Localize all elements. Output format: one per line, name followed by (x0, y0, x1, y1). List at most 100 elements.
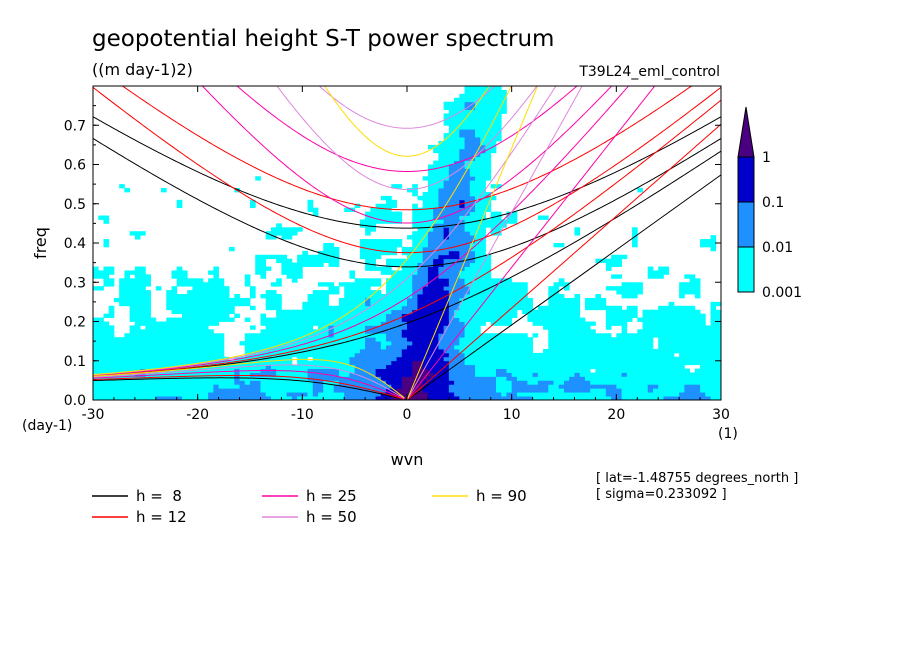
spectrum-cell (480, 309, 486, 315)
spectrum-cell (166, 329, 172, 334)
spectrum-cell (537, 388, 544, 393)
spectrum-cell (642, 376, 649, 381)
spectrum-cell (658, 266, 664, 271)
spectrum-cell (464, 215, 471, 220)
spectrum-cell (459, 329, 465, 334)
spectrum-cell (485, 137, 492, 142)
spectrum-cell (433, 176, 439, 181)
spectrum-cell (427, 290, 434, 295)
spectrum-cell (297, 396, 303, 400)
spectrum-cell (621, 348, 628, 354)
spectrum-cell (464, 258, 471, 264)
spectrum-cell (297, 266, 303, 271)
spectrum-cell (469, 348, 476, 354)
spectrum-cell (459, 317, 465, 322)
spectrum-cell (422, 262, 429, 267)
spectrum-cell (673, 380, 680, 385)
spectrum-cell (501, 219, 507, 224)
spectrum-cell (501, 368, 507, 373)
spectrum-cell (663, 372, 670, 377)
spectrum-cell (422, 270, 429, 275)
spectrum-cell (407, 266, 413, 271)
spectrum-cell (370, 321, 376, 326)
spectrum-cell (611, 309, 617, 315)
spectrum-cell (511, 309, 518, 315)
spectrum-cell (443, 101, 450, 107)
spectrum-cell (401, 356, 408, 362)
spectrum-cell (396, 356, 403, 362)
spectrum-cell (532, 392, 539, 397)
spectrum-cell (359, 368, 366, 373)
spectrum-cell (234, 313, 240, 318)
spectrum-cell (93, 266, 99, 271)
spectrum-cell (176, 380, 183, 385)
spectrum-cell (626, 396, 633, 400)
spectrum-cell (181, 392, 188, 397)
spectrum-cell (422, 360, 429, 366)
spectrum-cell (302, 254, 308, 260)
spectrum-cell (616, 368, 622, 373)
spectrum-cell (134, 360, 141, 366)
spectrum-cell (265, 333, 272, 338)
spectrum-cell (208, 388, 214, 393)
spectrum-cell (443, 297, 450, 303)
spectrum-cell (485, 172, 492, 177)
spectrum-cell (438, 152, 445, 158)
spectrum-cell (647, 368, 654, 373)
spectrum-cell (197, 376, 204, 381)
spectrum-cell (113, 341, 120, 346)
y-tick-label: 0.3 (64, 275, 86, 291)
spectrum-cell (103, 270, 110, 275)
spectrum-cell (129, 348, 136, 354)
spectrum-cell (344, 286, 350, 291)
spectrum-cell (401, 388, 408, 393)
spectrum-cell (475, 321, 481, 326)
spectrum-cell (307, 313, 314, 318)
spectrum-cell (433, 184, 439, 189)
spectrum-cell (506, 364, 513, 370)
spectrum-cell (480, 376, 486, 381)
spectrum-cell (276, 297, 282, 303)
spectrum-cell (464, 325, 471, 330)
spectrum-cell (359, 254, 366, 260)
spectrum-cell (464, 203, 471, 209)
spectrum-cell (145, 364, 151, 370)
spectrum-cell (192, 321, 199, 326)
spectrum-cell (386, 243, 392, 248)
spectrum-cell (370, 294, 376, 299)
spectrum-cell (171, 348, 178, 354)
spectrum-cell (564, 388, 570, 393)
spectrum-cell (291, 396, 298, 400)
spectrum-cell (239, 360, 246, 366)
spectrum-cell (663, 321, 670, 326)
spectrum-cell (454, 172, 460, 177)
spectrum-cell (412, 337, 418, 342)
spectrum-cell (213, 266, 219, 271)
spectrum-cell (522, 337, 528, 342)
spectrum-cell (490, 105, 497, 110)
spectrum-cell (564, 305, 570, 311)
spectrum-cell (710, 356, 717, 362)
spectrum-cell (454, 144, 460, 150)
spectrum-cell (396, 360, 403, 366)
spectrum-cell (375, 215, 382, 220)
spectrum-cell (448, 348, 455, 354)
spectrum-cell (689, 352, 696, 358)
spectrum-cell (412, 203, 418, 209)
spectrum-cell (354, 325, 361, 330)
spectrum-cell (490, 184, 497, 189)
spectrum-cell (359, 301, 366, 307)
spectrum-cell (495, 360, 502, 366)
spectrum-cell (318, 384, 324, 389)
spectrum-cell (501, 282, 507, 287)
spectrum-cell (281, 258, 288, 264)
spectrum-cell (710, 380, 717, 385)
spectrum-cell (202, 294, 209, 299)
spectrum-cell (448, 195, 455, 201)
spectrum-cell (705, 352, 711, 358)
spectrum-cell (527, 368, 533, 373)
spectrum-cell (328, 356, 335, 362)
spectrum-cell (223, 380, 230, 385)
spectrum-cell (260, 294, 267, 299)
spectrum-cell (344, 380, 350, 385)
